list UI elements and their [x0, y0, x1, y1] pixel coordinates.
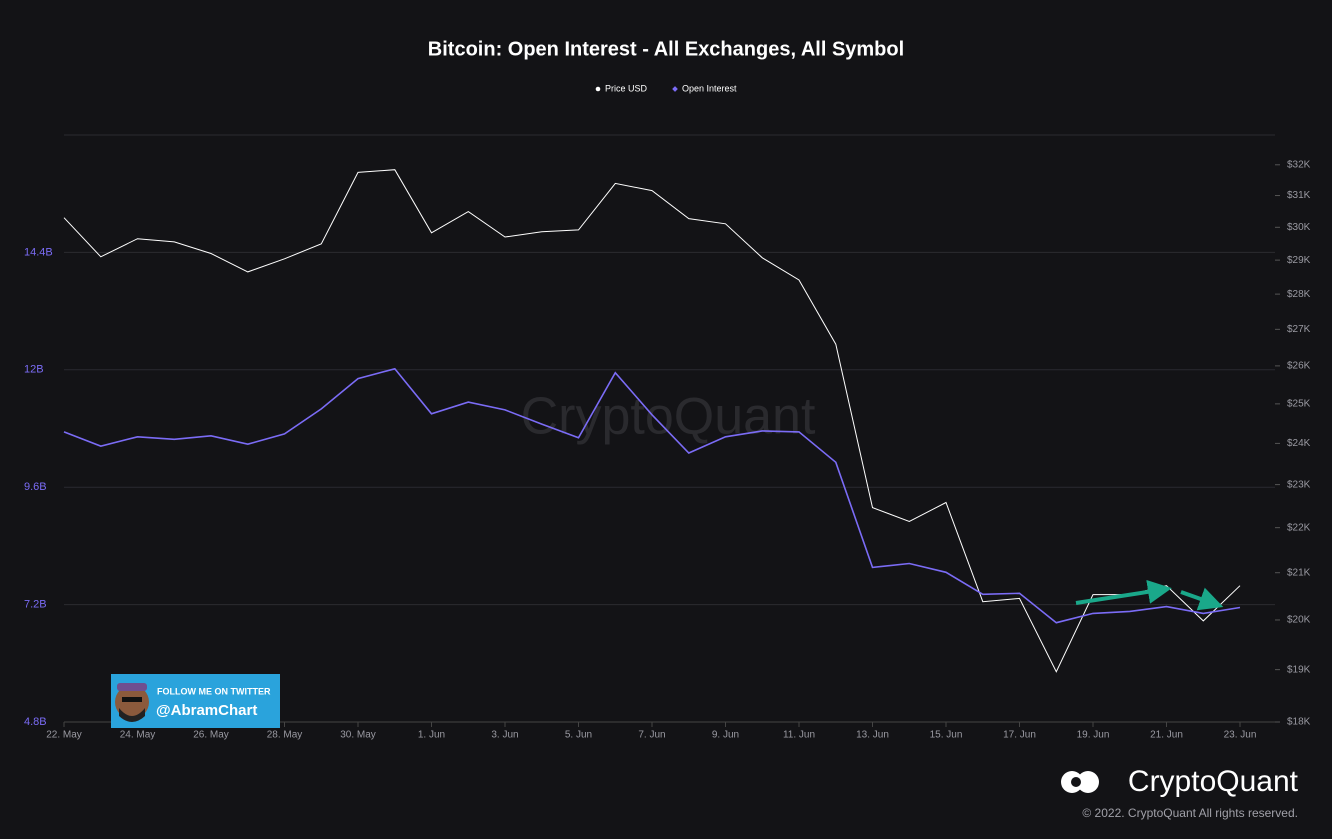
x-tick-label: 19. Jun [1077, 730, 1110, 741]
y2-tick-label: $23K [1287, 479, 1311, 490]
brand: CryptoQuant © 2022. CryptoQuant All righ… [1061, 765, 1299, 820]
lines [63, 169, 1241, 673]
legend-marker [595, 86, 601, 92]
y2-tick-label: $26K [1287, 361, 1311, 372]
x-tick-label: 26. May [193, 730, 229, 741]
annotation-arrow [1075, 579, 1172, 605]
badge-line1: FOLLOW ME ON TWITTER [157, 686, 271, 696]
avatar-beard [119, 708, 145, 722]
y2-tick-label: $20K [1287, 615, 1311, 626]
chart-title: Bitcoin: Open Interest - All Exchanges, … [428, 38, 904, 60]
watermark: CryptoQuant [521, 388, 816, 446]
y2-tick-label: $27K [1287, 324, 1311, 335]
y2-tick-label: $19K [1287, 664, 1311, 675]
x-tick-label: 11. Jun [783, 730, 815, 741]
y2-tick-label: $30K [1287, 222, 1311, 233]
y-tick-label: 14.4B [24, 246, 53, 258]
x-tick-label: 13. Jun [856, 730, 889, 741]
y2-tick-label: $28K [1287, 289, 1311, 300]
x-tick-label: 1. Jun [418, 730, 445, 741]
x-tick-label: 28. May [267, 730, 303, 741]
y-tick-label: 12B [24, 364, 44, 376]
y-tick-label: 9.6B [24, 481, 47, 493]
x-tick-label: 30. May [340, 730, 376, 741]
x-tick-label: 3. Jun [491, 730, 518, 741]
brand-logo [1071, 777, 1081, 787]
x-tick-label: 24. May [120, 730, 156, 741]
x-tick-label: 22. May [46, 730, 82, 741]
y-tick-label: 4.8B [24, 716, 47, 728]
y2-tick-label: $32K [1287, 159, 1311, 170]
y2-tick-label: $29K [1287, 255, 1311, 266]
y2-tick-label: $31K [1287, 190, 1311, 201]
axes: 4.8B 7.2B 9.6B 12B 14.4B $18K $19K $20K $21K $22K… [24, 159, 1311, 740]
x-tick-label: 23. Jun [1224, 730, 1257, 741]
x-tick-label: 15. Jun [930, 730, 963, 741]
x-tick-label: 21. Jun [1150, 730, 1183, 741]
x-tick-label: 5. Jun [565, 730, 592, 741]
x-tick-label: 9. Jun [712, 730, 739, 741]
brand-logo [1077, 771, 1099, 793]
legend-marker [672, 86, 678, 92]
avatar-glasses [122, 697, 142, 702]
y-tick-label: 7.2B [24, 599, 47, 611]
x-tick-label: 7. Jun [638, 730, 665, 741]
copyright: © 2022. CryptoQuant All rights reserved. [1082, 806, 1298, 820]
series-line [63, 367, 1241, 624]
y2-tick-label: $21K [1287, 567, 1311, 578]
legend: Price USD Open Interest [595, 83, 737, 93]
avatar-hat [117, 683, 147, 691]
legend-label: Open Interest [682, 83, 737, 93]
twitter-badge: FOLLOW ME ON TWITTER @AbramChart [111, 674, 280, 728]
legend-label: Price USD [605, 83, 648, 93]
y2-tick-label: $25K [1287, 399, 1311, 410]
x-tick-label: 17. Jun [1003, 730, 1036, 741]
annotation-arrow [1180, 587, 1224, 611]
brand-name: CryptoQuant [1128, 765, 1299, 798]
badge-line2: @AbramChart [156, 702, 257, 719]
y2-tick-label: $24K [1287, 438, 1311, 449]
y2-tick-label: $22K [1287, 522, 1311, 533]
series-line [63, 169, 1241, 673]
y2-tick-label: $18K [1287, 717, 1311, 728]
